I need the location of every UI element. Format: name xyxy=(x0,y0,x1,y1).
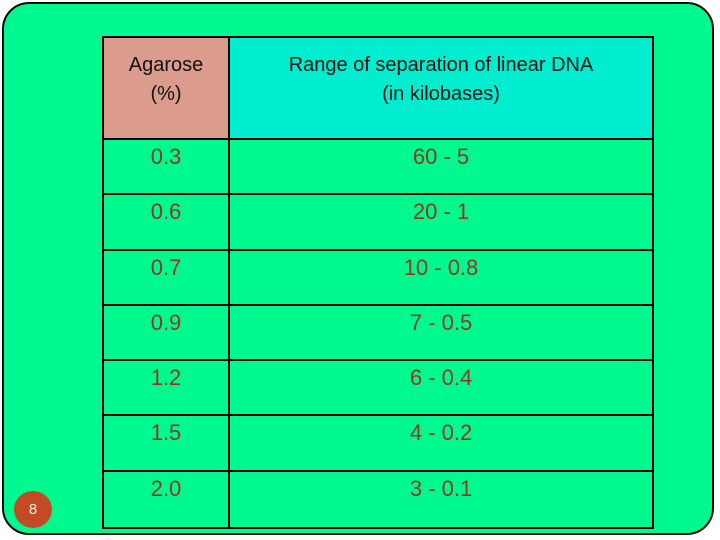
slide-page-number: 8 xyxy=(28,501,38,518)
slide-page-number-badge: 8 xyxy=(14,491,52,528)
range-cell: 20 - 1 xyxy=(230,195,652,251)
agarose-separation-table: Agarose (%) Range of separation of linea… xyxy=(102,36,654,529)
agarose-cell: 0.3 xyxy=(104,140,230,196)
table-header-range-line2: (in kilobases) xyxy=(382,83,500,105)
agarose-cell: 1.5 xyxy=(104,416,230,472)
agarose-cell: 0.6 xyxy=(104,195,230,251)
range-cell: 7 - 0.5 xyxy=(230,306,652,362)
range-cell: 60 - 5 xyxy=(230,140,652,196)
agarose-cell: 0.7 xyxy=(104,250,230,306)
table-header-range-line1: Range of separation of linear DNA xyxy=(288,54,594,76)
agarose-cell: 2.0 xyxy=(104,471,230,527)
agarose-cell: 1.2 xyxy=(104,361,230,417)
table-header-agarose-line2: (%) xyxy=(150,83,182,105)
agarose-cell: 0.9 xyxy=(104,305,230,362)
range-cell: 3 - 0.1 xyxy=(409,475,473,501)
slide-canvas: Agarose (%) Range of separation of linea… xyxy=(2,2,714,535)
range-cell: 4 - 0.2 xyxy=(230,416,652,472)
range-cell: 6 - 0.4 xyxy=(230,361,652,417)
table-header-agarose: Agarose (%) xyxy=(104,38,230,140)
range-cell: 10 - 0.8 xyxy=(230,251,652,306)
table-header-range: Range of separation of linear DNA (in ki… xyxy=(230,38,652,140)
table-header-agarose-line1: Agarose xyxy=(128,54,204,76)
